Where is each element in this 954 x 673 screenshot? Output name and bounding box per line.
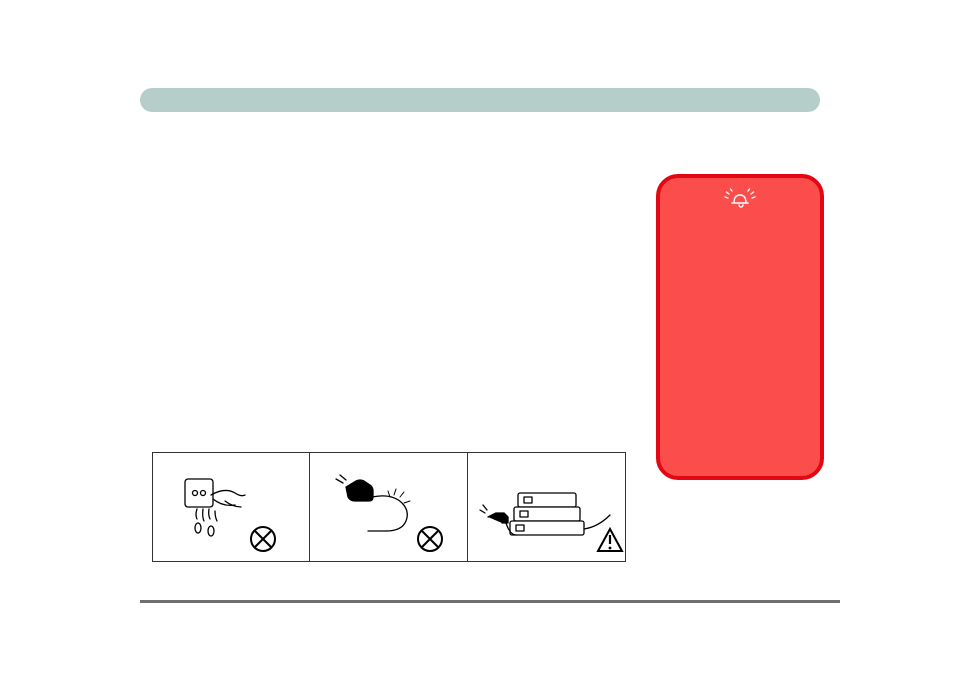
warning-triangle-icon <box>598 529 622 551</box>
warning-panel <box>656 174 824 480</box>
illustration-wet-hands-plug <box>152 452 310 562</box>
prohibited-icon <box>251 527 275 551</box>
header-bar <box>140 88 820 112</box>
illustration-cord-under-load <box>468 452 626 562</box>
illustration-damaged-cord <box>310 452 468 562</box>
footer-divider <box>140 600 840 603</box>
illustration-row <box>152 452 626 562</box>
prohibited-icon <box>418 527 442 551</box>
alarm-bell-icon <box>723 188 757 215</box>
